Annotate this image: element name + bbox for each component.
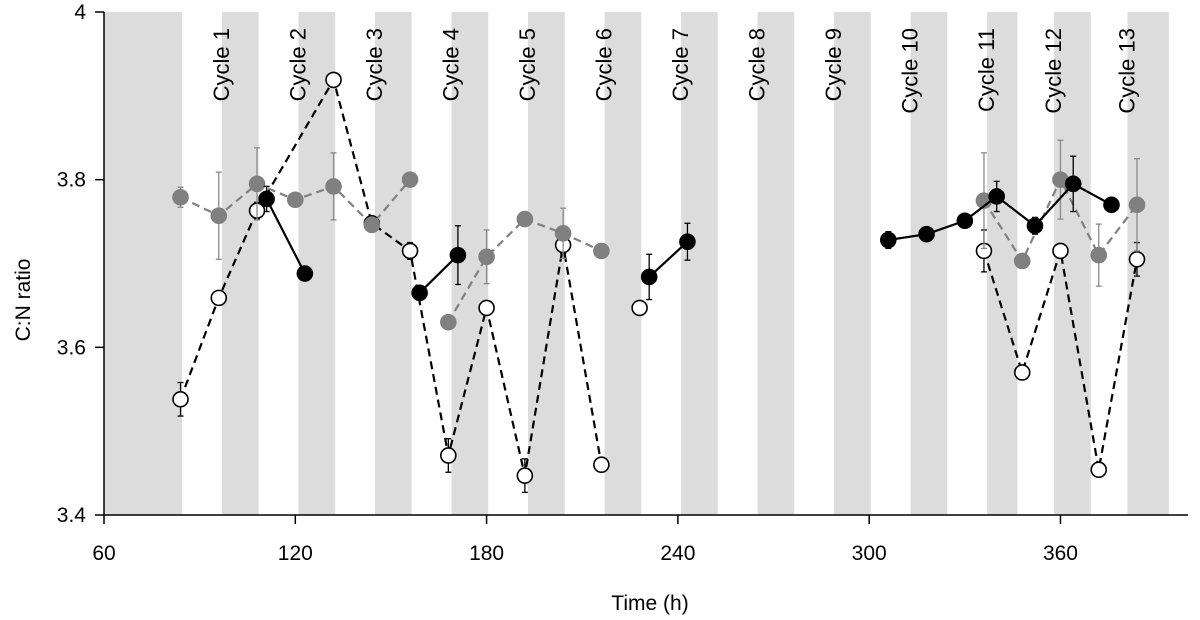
data-point (172, 391, 189, 408)
data-point (478, 248, 495, 266)
data-point (956, 212, 974, 230)
data-point (258, 190, 275, 208)
series-black-circles (258, 155, 1120, 302)
data-point (325, 71, 342, 89)
data-point (1064, 175, 1082, 193)
cycle-label: Cycle 3 (362, 28, 387, 101)
x-tick-label: 240 (660, 542, 695, 565)
x-tick-label: 300 (852, 542, 887, 565)
data-point (401, 171, 419, 188)
data-series (172, 71, 1146, 494)
data-point (286, 191, 304, 209)
data-point (988, 188, 1006, 205)
shaded-band (528, 12, 565, 515)
data-point (248, 175, 266, 193)
data-point (1013, 252, 1031, 270)
shaded-band (104, 12, 183, 515)
series-line (418, 254, 459, 294)
cycle-label: Cycle 5 (515, 28, 540, 101)
cycle-label: Cycle 6 (592, 28, 617, 101)
data-point (296, 265, 314, 282)
shaded-band (834, 12, 871, 515)
cycle-label: Cycle 7 (668, 28, 693, 101)
data-point (516, 210, 534, 228)
y-axis-title: C:N ratio (12, 259, 35, 342)
data-point (679, 233, 696, 251)
shaded-band (221, 12, 259, 515)
cycle-label: Cycle 11 (974, 28, 999, 112)
data-point (1090, 246, 1108, 264)
cycle-label: Cycle 12 (1041, 28, 1066, 114)
cycle-labels: Cycle 1 Cycle 2 Cycle 3 Cycle 4 Cycle 5 Cycle… (209, 28, 1139, 114)
cycle-label: Cycle 9 (821, 28, 846, 101)
series-line (648, 240, 689, 278)
shaded-band (1054, 12, 1091, 515)
shaded-band (604, 12, 642, 515)
data-point (449, 246, 467, 264)
data-point (593, 456, 610, 474)
shaded-band (375, 12, 412, 515)
data-point (1128, 251, 1146, 268)
shaded-band (757, 12, 795, 515)
data-point (210, 207, 228, 225)
data-point (210, 289, 228, 307)
ticks: 60 120 180 240 300 360 3.4 3.6 3.8 4 (57, 1, 1078, 565)
data-point (478, 299, 495, 317)
x-tick-label: 360 (1043, 542, 1078, 565)
data-point (631, 299, 648, 317)
data-point (1052, 242, 1069, 260)
data-point (325, 178, 342, 195)
data-point (1128, 196, 1146, 214)
data-point (640, 268, 658, 286)
data-point (516, 467, 534, 484)
cycle-label: Cycle 10 (898, 28, 923, 114)
x-tick-label: 60 (92, 542, 115, 565)
data-point (918, 225, 935, 243)
cycle-label: Cycle 13 (1114, 28, 1139, 114)
y-tick-label: 3.8 (57, 169, 86, 192)
series-line (265, 198, 306, 275)
data-point (1013, 364, 1031, 381)
cycle-label: Cycle 4 (439, 28, 464, 101)
series-grey-circles (172, 139, 1146, 331)
series-open-circles (172, 71, 1146, 494)
data-point (1103, 196, 1120, 214)
shaded-band (298, 12, 336, 515)
x-axis-title: Time (h) (611, 592, 688, 615)
data-point (411, 284, 428, 302)
shaded-band (987, 12, 1018, 515)
x-tick-label: 120 (278, 542, 313, 565)
axes (103, 12, 1188, 516)
shaded-band (910, 12, 948, 515)
data-point (440, 447, 457, 464)
shaded-bands (104, 12, 1169, 515)
shaded-band (681, 12, 718, 515)
cycle-label: Cycle 1 (209, 28, 234, 101)
cycle-label: Cycle 2 (285, 28, 310, 101)
data-point (554, 225, 572, 242)
cycle-label: Cycle 8 (745, 28, 770, 101)
y-tick-label: 3.6 (57, 336, 86, 359)
y-tick-label: 3.4 (57, 504, 87, 527)
data-point (1090, 461, 1108, 479)
data-point (401, 242, 419, 260)
data-point (1026, 217, 1044, 235)
data-point (880, 231, 897, 249)
data-point (363, 216, 381, 234)
data-point (593, 242, 610, 260)
data-point (440, 313, 457, 331)
series-line (447, 217, 602, 323)
x-tick-label: 180 (469, 542, 504, 565)
y-tick-label: 4 (74, 1, 86, 24)
data-point (172, 188, 189, 206)
